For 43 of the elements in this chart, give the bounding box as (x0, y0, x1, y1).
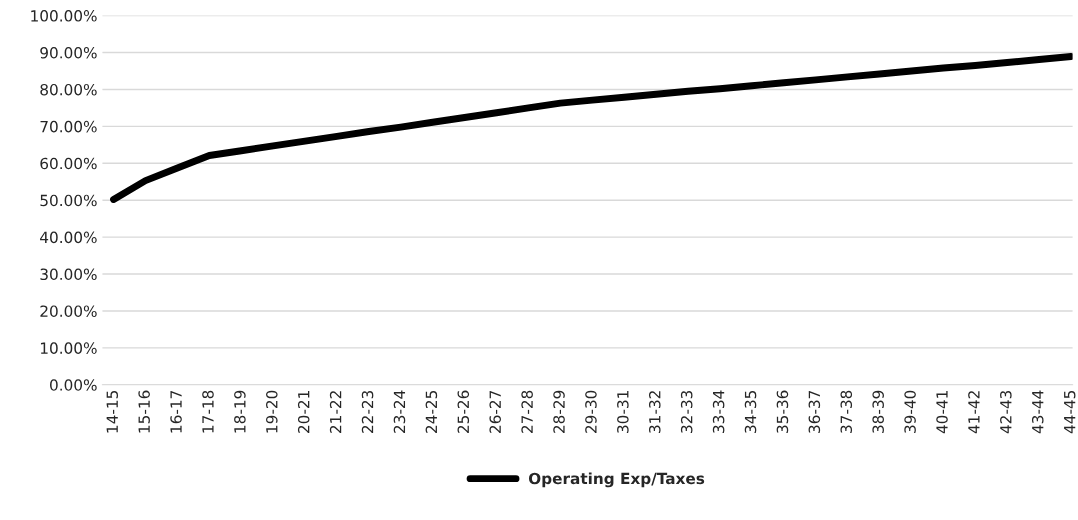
x-tick-label: 26-27 (489, 390, 501, 433)
x-tick-label: 30-31 (617, 391, 629, 433)
x-tick-label: 34-35 (744, 391, 757, 433)
x-tick-label: 41-42 (968, 391, 980, 434)
y-tick-label: 70.00% (40, 120, 97, 133)
x-tick-label: 21-22 (329, 391, 342, 433)
x-tick-label: 16-17 (170, 390, 182, 433)
y-tick-label: 10.00% (40, 342, 97, 354)
x-tick-label: 37-38 (840, 390, 853, 433)
x-tick-label: 43-44 (1031, 390, 1044, 434)
x-tick-label: 36-37 (808, 390, 821, 433)
x-tick-label: 20-21 (297, 391, 310, 433)
y-tick-label: 100.00% (31, 10, 97, 22)
x-tick-label: 25-26 (457, 390, 470, 433)
x-tick-label: 14-15 (106, 391, 119, 433)
x-tick-label: 28-29 (553, 390, 565, 433)
y-tick-label: 90.00% (40, 46, 97, 59)
x-tick-label: 18-19 (234, 390, 246, 433)
x-tick-label: 32-33 (680, 390, 693, 433)
y-tick-label: 30.00% (40, 268, 97, 281)
y-tick-label: 80.00% (40, 83, 97, 96)
x-tick-label: 22-23 (361, 390, 374, 433)
y-tick-label: 40.00% (40, 231, 97, 244)
x-tick-label: 24-25 (425, 391, 438, 433)
x-tick-label: 23-24 (393, 390, 406, 433)
x-tick-label: 40-41 (936, 391, 948, 434)
x-tick-label: 17-18 (202, 390, 214, 433)
x-tick-label: 38-39 (872, 390, 884, 433)
x-tick-label: 39-40 (904, 390, 916, 433)
x-tick-label: 33-34 (712, 390, 725, 433)
x-tick-label: 42-43 (1000, 390, 1012, 434)
x-tick-label: 29-30 (585, 390, 597, 433)
x-tick-label: 27-28 (521, 390, 533, 433)
legend-label: Operating Exp/Taxes (528, 472, 705, 488)
x-tick-label: 35-36 (776, 390, 789, 433)
y-tick-label: 20.00% (40, 305, 97, 317)
x-tick-label: 44-45 (1064, 391, 1076, 434)
y-tick-label: 60.00% (40, 157, 97, 170)
y-tick-label: 0.00% (50, 379, 97, 391)
y-tick-label: 50.00% (40, 194, 97, 207)
x-tick-label: 31-32 (649, 391, 661, 433)
x-tick-label: 19-20 (266, 390, 278, 433)
x-tick-label: 15-16 (138, 390, 150, 433)
